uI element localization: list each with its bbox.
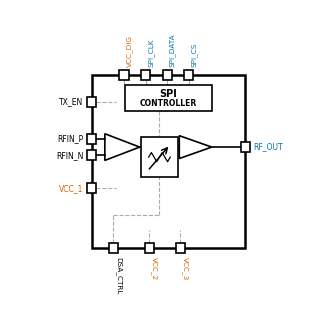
Text: TX_EN: TX_EN bbox=[59, 97, 83, 106]
Text: SPI_CS: SPI_CS bbox=[191, 42, 197, 67]
Text: VCC_3: VCC_3 bbox=[182, 257, 189, 280]
Text: VCC_DIG: VCC_DIG bbox=[126, 35, 133, 67]
Bar bbox=[241, 142, 250, 152]
Bar bbox=[141, 137, 178, 177]
Bar bbox=[145, 243, 154, 253]
Text: RFIN_P: RFIN_P bbox=[57, 134, 83, 143]
Bar bbox=[141, 70, 150, 80]
Bar bbox=[87, 183, 96, 193]
Text: DSA_CTRL: DSA_CTRL bbox=[115, 257, 122, 294]
Bar bbox=[87, 97, 96, 107]
Text: CONTROLLER: CONTROLLER bbox=[140, 99, 197, 108]
Bar bbox=[92, 75, 246, 248]
Bar bbox=[125, 85, 212, 111]
Bar bbox=[87, 134, 96, 144]
Bar bbox=[163, 70, 172, 80]
Bar bbox=[87, 150, 96, 160]
Bar bbox=[109, 243, 118, 253]
Text: RFIN_N: RFIN_N bbox=[56, 151, 83, 160]
Text: RF_OUT: RF_OUT bbox=[254, 143, 283, 151]
Bar bbox=[176, 243, 185, 253]
Text: VCC_1: VCC_1 bbox=[59, 184, 83, 193]
Text: SPI_CLK: SPI_CLK bbox=[148, 38, 154, 67]
Bar bbox=[184, 70, 193, 80]
Text: SPI_DATA: SPI_DATA bbox=[169, 33, 176, 67]
Text: VCC_2: VCC_2 bbox=[151, 257, 158, 280]
Text: SPI: SPI bbox=[160, 89, 177, 99]
Bar bbox=[119, 70, 129, 80]
